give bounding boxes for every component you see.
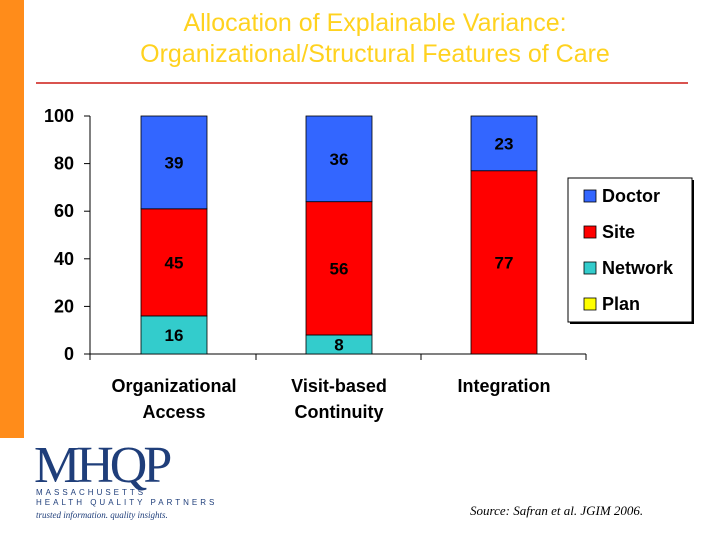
x-category-label: Organizational xyxy=(111,376,236,396)
data-label-doctor-2: 36 xyxy=(330,150,349,169)
mhqp-logo: MHQP MASSACHUSETTS HEALTH QUALITY PARTNE… xyxy=(34,438,284,528)
logo-mark: MHQP xyxy=(34,437,172,494)
x-category-label: Continuity xyxy=(295,402,384,422)
legend-swatch-network xyxy=(583,261,597,275)
title-line-2: Organizational/Structural Features of Ca… xyxy=(140,40,610,68)
legend-label-site: Site xyxy=(602,222,635,242)
bar-network-1 xyxy=(140,315,208,355)
title-underline xyxy=(36,82,688,84)
logo-line-1: MASSACHUSETTS xyxy=(36,488,147,497)
data-label-network-2: 8 xyxy=(334,335,343,354)
bar-doctor-1 xyxy=(140,115,208,210)
accent-side-bar xyxy=(0,0,24,438)
y-tick-label: 20 xyxy=(54,296,74,316)
x-category-label: Visit-based xyxy=(291,376,387,396)
legend-swatch-site xyxy=(583,225,597,239)
logo-line-2: HEALTH QUALITY PARTNERS xyxy=(36,498,218,507)
bar-site-2 xyxy=(305,201,373,336)
y-tick-label: 80 xyxy=(54,154,74,174)
y-tick-label: 60 xyxy=(54,201,74,221)
legend-swatch-plan xyxy=(583,297,597,311)
bar-doctor-3 xyxy=(470,115,538,172)
legend-label-doctor: Doctor xyxy=(602,186,660,206)
source-citation: Source: Safran et al. JGIM 2006. xyxy=(470,503,644,518)
data-label-site-2: 56 xyxy=(330,259,349,278)
slide-title: Allocation of Explainable Variance: Orga… xyxy=(30,8,720,70)
x-category-label: Access xyxy=(142,402,205,422)
data-label-doctor-3: 23 xyxy=(495,134,514,153)
bar-doctor-2 xyxy=(305,115,373,203)
legend-label-plan: Plan xyxy=(602,294,640,314)
title-line-1: Allocation of Explainable Variance: xyxy=(183,9,567,37)
y-tick-label: 0 xyxy=(64,344,74,364)
data-label-site-1: 45 xyxy=(165,253,184,272)
data-label-network-1: 16 xyxy=(165,326,184,345)
bar-site-3 xyxy=(470,170,538,355)
bar-site-1 xyxy=(140,208,208,317)
data-label-doctor-1: 39 xyxy=(165,153,184,172)
y-tick-label: 40 xyxy=(54,249,74,269)
logo-tagline: trusted information. quality insights. xyxy=(36,510,168,520)
x-category-label: Integration xyxy=(458,376,551,396)
legend-swatch-doctor xyxy=(583,189,597,203)
data-label-site-3: 77 xyxy=(495,253,514,272)
y-tick-label: 100 xyxy=(44,106,74,126)
legend-label-network: Network xyxy=(602,258,674,278)
